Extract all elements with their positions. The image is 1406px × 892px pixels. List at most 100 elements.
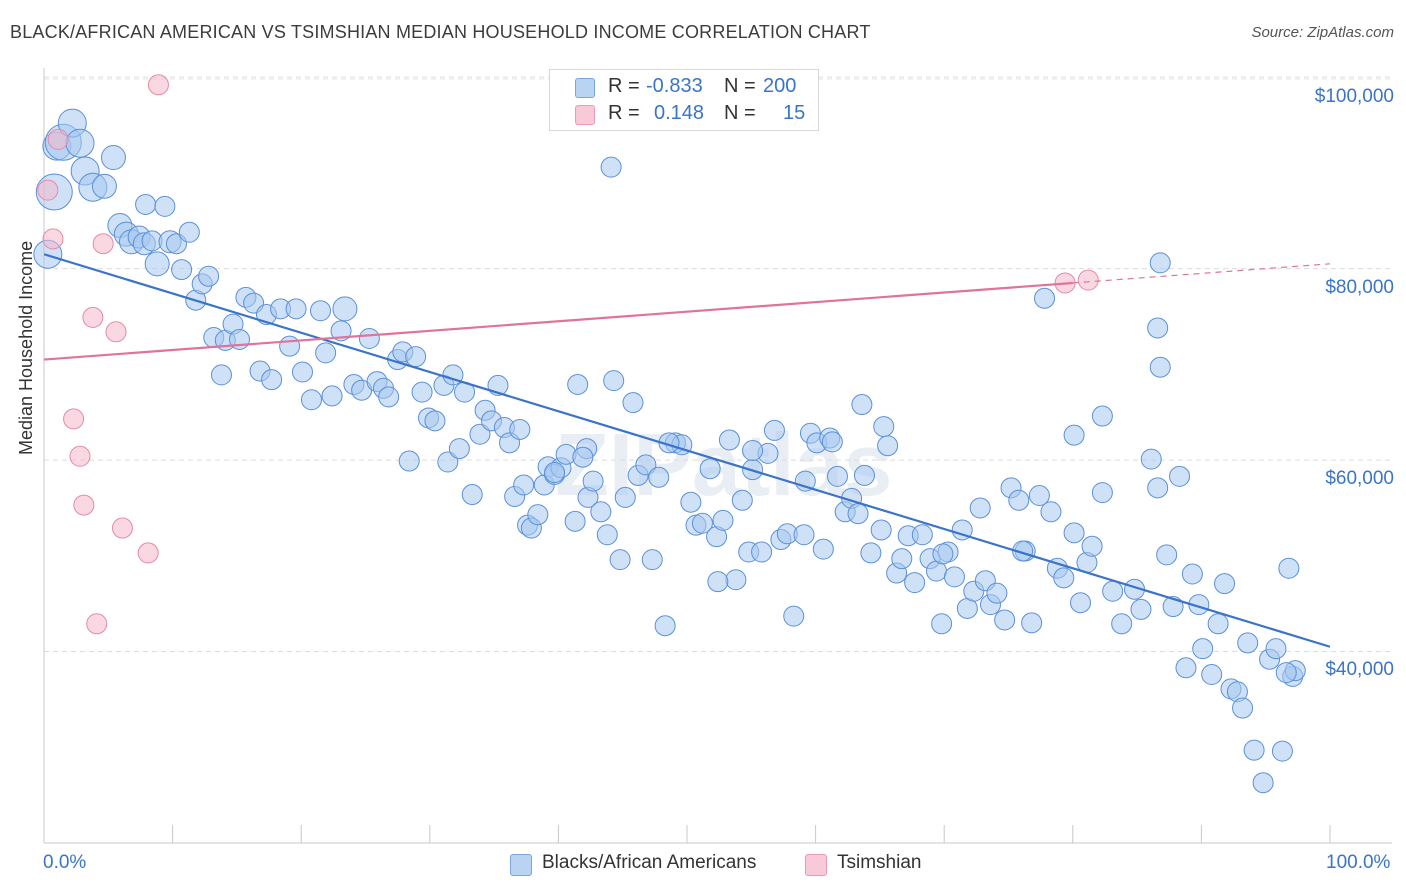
legend-r-value: -0.833	[646, 75, 703, 97]
point-blacks	[725, 569, 747, 591]
point-blacks	[1149, 356, 1171, 378]
point-blacks	[793, 524, 815, 546]
point-blacks	[1091, 405, 1113, 427]
point-blacks	[851, 394, 873, 416]
point-blacks	[860, 542, 882, 564]
point-blacks	[821, 431, 843, 453]
point-blacks	[1034, 287, 1056, 309]
point-tsimshian	[86, 613, 108, 635]
series-tsimshian-points	[37, 74, 1099, 635]
point-blacks	[398, 450, 420, 472]
point-blacks	[1063, 522, 1085, 544]
point-blacks	[932, 543, 954, 565]
point-blacks	[424, 410, 446, 432]
y-tick-label: $40,000	[1325, 659, 1394, 680]
point-blacks	[742, 440, 764, 461]
point-blacks	[911, 524, 933, 546]
chart-title: BLACK/AFRICAN AMERICAN VS TSIMSHIAN MEDI…	[10, 22, 871, 42]
point-blacks	[596, 524, 618, 546]
point-blacks	[564, 510, 586, 532]
point-blacks	[812, 538, 834, 560]
point-blacks	[544, 462, 566, 484]
point-blacks	[622, 392, 644, 414]
point-blacks	[603, 370, 625, 392]
point-blacks	[783, 605, 805, 627]
point-blacks	[1232, 697, 1254, 719]
point-blacks	[699, 458, 721, 480]
point-blacks	[590, 501, 612, 523]
point-blacks	[1252, 772, 1274, 794]
legend-row-blacks: R = -0.833 N = 200	[550, 74, 818, 100]
x-tick-label-max: 100.0%	[1326, 852, 1391, 873]
point-blacks	[1181, 563, 1203, 585]
point-blacks	[261, 369, 283, 391]
point-blacks	[853, 464, 875, 486]
point-tsimshian	[82, 306, 104, 328]
point-blacks	[847, 503, 869, 525]
point-blacks	[648, 466, 670, 488]
point-blacks	[1243, 739, 1265, 761]
point-blacks	[931, 613, 953, 635]
point-blacks	[1278, 557, 1300, 579]
legend-n-label: N =	[724, 102, 756, 124]
point-blacks	[358, 327, 380, 349]
point-blacks	[763, 419, 785, 441]
point-blacks	[332, 296, 358, 322]
point-blacks	[1091, 482, 1113, 504]
point-blacks	[614, 486, 636, 508]
y-tick-label: $80,000	[1325, 277, 1394, 298]
point-blacks	[1111, 613, 1133, 635]
point-blacks	[513, 474, 535, 496]
point-blacks	[1201, 664, 1223, 686]
point-blacks	[600, 156, 622, 178]
point-blacks	[527, 504, 549, 526]
y-axis-label: Median Household Income	[16, 240, 36, 455]
point-blacks	[582, 470, 604, 492]
bottom-legend-swatch-blue	[510, 854, 532, 876]
point-blacks	[135, 193, 157, 215]
point-blacks	[943, 566, 965, 588]
point-blacks	[712, 509, 734, 531]
point-blacks	[567, 373, 589, 395]
y-tick-label: $100,000	[1314, 86, 1394, 107]
trend-lines	[43, 253, 1331, 648]
point-blacks	[300, 389, 322, 411]
point-blacks	[1156, 544, 1178, 566]
legend-swatch-blue	[575, 78, 595, 98]
point-blacks	[100, 145, 126, 171]
point-blacks	[707, 571, 729, 593]
bottom-legend-label: Blacks/African Americans	[542, 852, 757, 873]
bottom-legend-swatch-pink	[805, 854, 827, 876]
point-blacks	[986, 582, 1008, 604]
point-blacks	[1162, 596, 1184, 618]
point-blacks	[641, 549, 663, 571]
stats-legend: R = -0.833 N = 200 R = 0.148 N = 15	[549, 69, 819, 131]
point-blacks	[321, 385, 343, 407]
point-blacks	[1070, 592, 1092, 614]
point-blacks	[448, 438, 470, 460]
point-blacks	[731, 489, 753, 511]
source-label: Source: ZipAtlas.com	[1251, 24, 1394, 41]
point-blacks	[1214, 573, 1236, 595]
point-blacks	[1081, 535, 1103, 557]
legend-swatch-pink	[575, 105, 595, 125]
point-blacks	[509, 418, 531, 440]
point-tsimshian	[37, 179, 59, 201]
point-tsimshian	[47, 128, 69, 150]
point-blacks	[1028, 484, 1050, 506]
point-tsimshian	[69, 445, 91, 467]
point-blacks	[1207, 613, 1229, 635]
point-blacks	[1008, 489, 1030, 511]
point-blacks	[171, 259, 193, 281]
point-blacks	[1063, 424, 1085, 446]
point-blacks	[178, 221, 200, 243]
point-blacks	[1271, 740, 1293, 762]
point-blacks	[1275, 662, 1297, 684]
x-tick-label-min: 0.0%	[43, 852, 87, 873]
trend-line-tsimshian-extension	[1072, 263, 1331, 284]
legend-n-label: N =	[724, 75, 756, 97]
point-tsimshian	[1077, 269, 1099, 291]
point-blacks	[1237, 632, 1259, 654]
point-blacks	[1140, 448, 1162, 470]
point-blacks	[1040, 501, 1062, 523]
